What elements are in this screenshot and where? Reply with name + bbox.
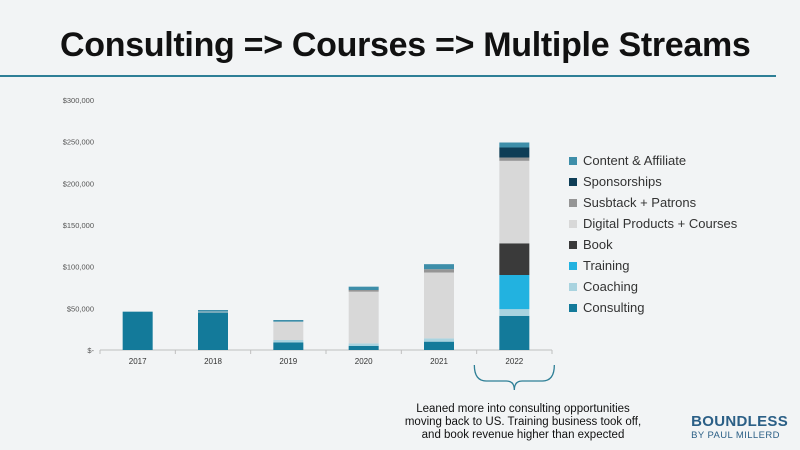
brand-logo: BOUNDLESS BY PAUL MILLERD [691, 413, 788, 442]
legend-item: Content & Affiliate [569, 150, 737, 171]
bar-segment-book [499, 243, 530, 275]
title-divider [0, 75, 776, 77]
legend-label: Susbtack + Patrons [583, 195, 697, 210]
legend-label: Coaching [583, 279, 638, 294]
brand-tagline: BY PAUL MILLERD [691, 430, 780, 441]
x-tick-label: 2020 [355, 357, 373, 366]
legend-swatch [569, 240, 577, 249]
y-tick-label: $50,000 [67, 304, 94, 313]
legend-swatch [569, 261, 577, 270]
legend-item: Digital Products + Courses [569, 213, 737, 234]
y-tick-label: $300,000 [63, 96, 94, 105]
annotation-text: Leaned more into consulting opportunitie… [404, 403, 642, 441]
bar-segment-coaching [348, 343, 379, 346]
bar-segment-content-affiliate [499, 142, 530, 148]
bar-segment-digital-products-courses [424, 272, 454, 339]
bar-segment-consulting [348, 345, 379, 350]
annotation-brace [473, 364, 555, 391]
x-tick-label: 2019 [279, 357, 297, 366]
bar-segment-digital-products-courses [499, 160, 530, 244]
legend-label: Digital Products + Courses [583, 216, 738, 231]
legend-label: Sponsorships [583, 174, 662, 189]
legend-item: Sponsorships [569, 171, 737, 192]
bar-segment-training [499, 275, 530, 310]
legend-item: Book [569, 234, 737, 255]
legend-label: Content & Affiliate [583, 153, 687, 168]
legend-label: Book [583, 237, 613, 252]
legend-label: Consulting [583, 300, 645, 315]
y-tick-label: $- [87, 346, 94, 355]
y-tick-label: $100,000 [63, 263, 94, 272]
bar-segment-content-affiliate [198, 310, 228, 312]
y-tick-label: $250,000 [63, 138, 94, 147]
y-tick-label: $200,000 [63, 179, 94, 188]
bar-segment-digital-products-courses [348, 291, 379, 344]
bar-segment-content-affiliate [273, 320, 304, 322]
legend-swatch [569, 303, 577, 312]
x-tick-label: 2021 [430, 357, 448, 366]
bar-segment-coaching [424, 338, 454, 342]
bar-segment-susbtack-patrons [499, 157, 530, 161]
legend-swatch [569, 219, 577, 228]
bar-segment-digital-products-courses [198, 311, 228, 313]
brand-name: BOUNDLESS [691, 413, 788, 430]
bar-segment-susbtack-patrons [424, 269, 454, 273]
bar-segment-consulting [198, 312, 228, 350]
bar-segment-consulting [499, 315, 530, 350]
bar-segment-susbtack-patrons [348, 290, 379, 292]
bar-segment-digital-products-courses [273, 321, 304, 340]
x-tick-label: 2017 [129, 357, 147, 366]
legend-swatch [569, 198, 577, 207]
legend-label: Training [583, 258, 630, 273]
legend-swatch [569, 156, 577, 165]
legend-item: Training [569, 255, 737, 276]
y-tick-label: $150,000 [63, 221, 94, 230]
bar-segment-consulting [424, 341, 454, 350]
page-title: Consulting => Courses => Multiple Stream… [60, 26, 751, 64]
x-tick-label: 2022 [505, 357, 523, 366]
bar-segment-consulting [273, 342, 304, 350]
bar-segment-content-affiliate [348, 286, 379, 290]
chart-legend: Content & Affiliate Sponsorships Susbtack … [569, 150, 737, 318]
bar-segment-coaching [273, 340, 304, 343]
bar-segment-coaching [499, 309, 530, 316]
bar-segment-sponsorships [499, 147, 530, 158]
bar-segment-consulting [122, 311, 153, 350]
bar-segment-content-affiliate [424, 264, 454, 270]
legend-swatch [569, 282, 577, 291]
legend-item: Coaching [569, 276, 737, 297]
legend-item: Consulting [569, 297, 737, 318]
legend-swatch [569, 177, 577, 186]
x-tick-label: 2018 [204, 357, 222, 366]
legend-item: Susbtack + Patrons [569, 192, 737, 213]
